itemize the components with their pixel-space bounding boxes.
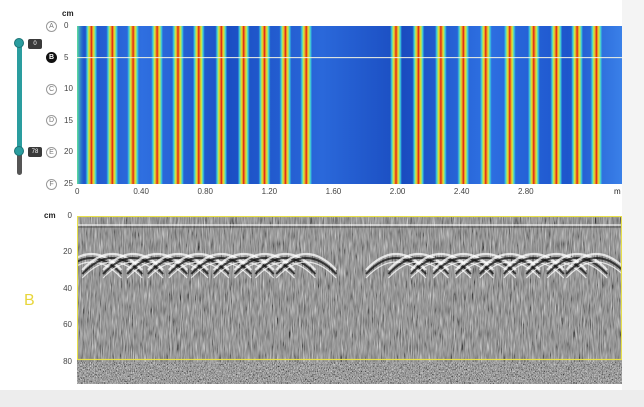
cscan-depth-tick: 25 [64,179,73,188]
rebar-stripe [390,26,402,184]
depth-marker-e[interactable]: E [46,146,57,158]
rebar-stripe [590,26,603,184]
rebar-stripe [172,26,184,184]
rebar-hyperbola [479,257,541,275]
rebar-stripe [237,26,250,184]
cscan-distance-tick: 0.80 [197,187,214,196]
rebar-hyperbola [546,261,608,279]
depth-marker-a[interactable]: A [46,20,57,32]
rebar-hyperbola [254,253,317,271]
rebar-stripe [479,26,492,184]
rebar-hyperbola [565,261,622,279]
bscan-selection-box[interactable] [77,216,622,361]
rebar-stripe [215,26,228,184]
rebar-stripe [151,26,164,184]
rebar-hyperbola [546,257,608,275]
bscan-texture [77,216,622,362]
rebar-hyperbola [525,253,588,271]
cscan-distance-tick: 0 [75,187,80,196]
rebar-hyperbola [254,257,317,275]
cscan-distance-tick: 2.40 [453,187,470,196]
rebar-hyperbola [479,261,541,279]
bscan-depth-unit: cm [44,211,56,220]
rebar-hyperbola [478,253,541,271]
cscan-distance-unit: m [614,187,621,196]
bscan-depth-tick: 60 [63,320,72,330]
bscan-radargram[interactable] [77,216,622,384]
rebar-hyperbola [126,253,188,271]
depth-marker-b[interactable]: B [46,52,57,64]
slider-top-handle[interactable] [14,38,24,48]
rebar-stripe [571,26,584,184]
rebar-hyperbola [275,253,338,271]
bscan-depth-tick: 20 [63,247,72,257]
rebar-stripe [279,26,292,184]
rebar-hyperbola [565,253,622,271]
rebar-hyperbola [565,257,622,275]
rebar-reflections [85,26,603,184]
cscan-depth-unit: cm [62,9,74,18]
footer-bar [0,390,644,407]
cscan-depth-tick: 5 [64,52,69,62]
rebar-stripe [412,26,425,184]
rebar-stripe [85,26,98,184]
rebar-hyperbola [275,257,337,275]
rebar-hyperbola [77,253,123,271]
cscan-depth-tick: 10 [64,84,73,94]
cscan-distance-tick: 1.60 [325,187,342,196]
rebar-hyperbola [432,257,495,275]
rebar-hyperbola [77,257,123,275]
cscan-distance-tick: 1.20 [261,187,278,196]
cscan-distance-tick: 2.00 [389,187,406,196]
depth-marker-c[interactable]: C [46,83,57,95]
slider-bottom-handle[interactable] [14,146,24,156]
bscan-depth-tick: 0 [67,211,72,220]
rebar-hyperbola [212,253,275,271]
rebar-stripe [503,26,516,184]
rebar-stripe [106,26,119,184]
slider-bottom-value: 78 [28,147,42,157]
rebar-hyperbola [546,253,608,271]
rebar-hyperbola [233,253,296,271]
rebar-hyperbola [525,257,588,275]
rebar-stripe [192,26,205,184]
bscan-noise-floor [77,362,622,384]
bscan-label: B [24,292,35,309]
rebar-hyperbola [275,261,337,279]
rebar-hyperbola [233,257,296,275]
rebar-stripe [258,26,271,184]
rebar-stripe [550,26,563,184]
cscan-depth-tick: 20 [64,147,73,157]
cscan-depth-tick: 0 [64,21,69,30]
bscan-depth-tick: 40 [63,283,72,293]
slider-top-value: 0 [28,39,42,49]
bscan-depth-tick: 80 [63,356,72,366]
rebar-hyperbola [432,253,495,271]
cscan-distance-tick: 0.40 [133,187,149,196]
rebar-stripe [434,26,447,184]
rebar-stripe [300,26,313,184]
cscan-distance-tick: 2.80 [518,187,534,196]
cscan-left-edge [77,26,84,184]
depth-marker-f[interactable]: F [46,178,57,190]
depth-marker-d[interactable]: D [46,115,57,127]
rebar-hyperbolas [77,253,622,279]
rebar-stripe [527,26,540,184]
rebar-hyperbola [102,261,164,279]
rebar-stripe [457,26,470,184]
cscan-depth-tick: 15 [64,115,73,125]
rebar-hyperbola [126,257,188,275]
rebar-hyperbola [212,257,275,275]
rebar-stripe [127,26,140,184]
cscan-heatmap[interactable] [77,26,622,184]
right-gutter [622,0,644,390]
slider-range-fill [17,43,22,151]
